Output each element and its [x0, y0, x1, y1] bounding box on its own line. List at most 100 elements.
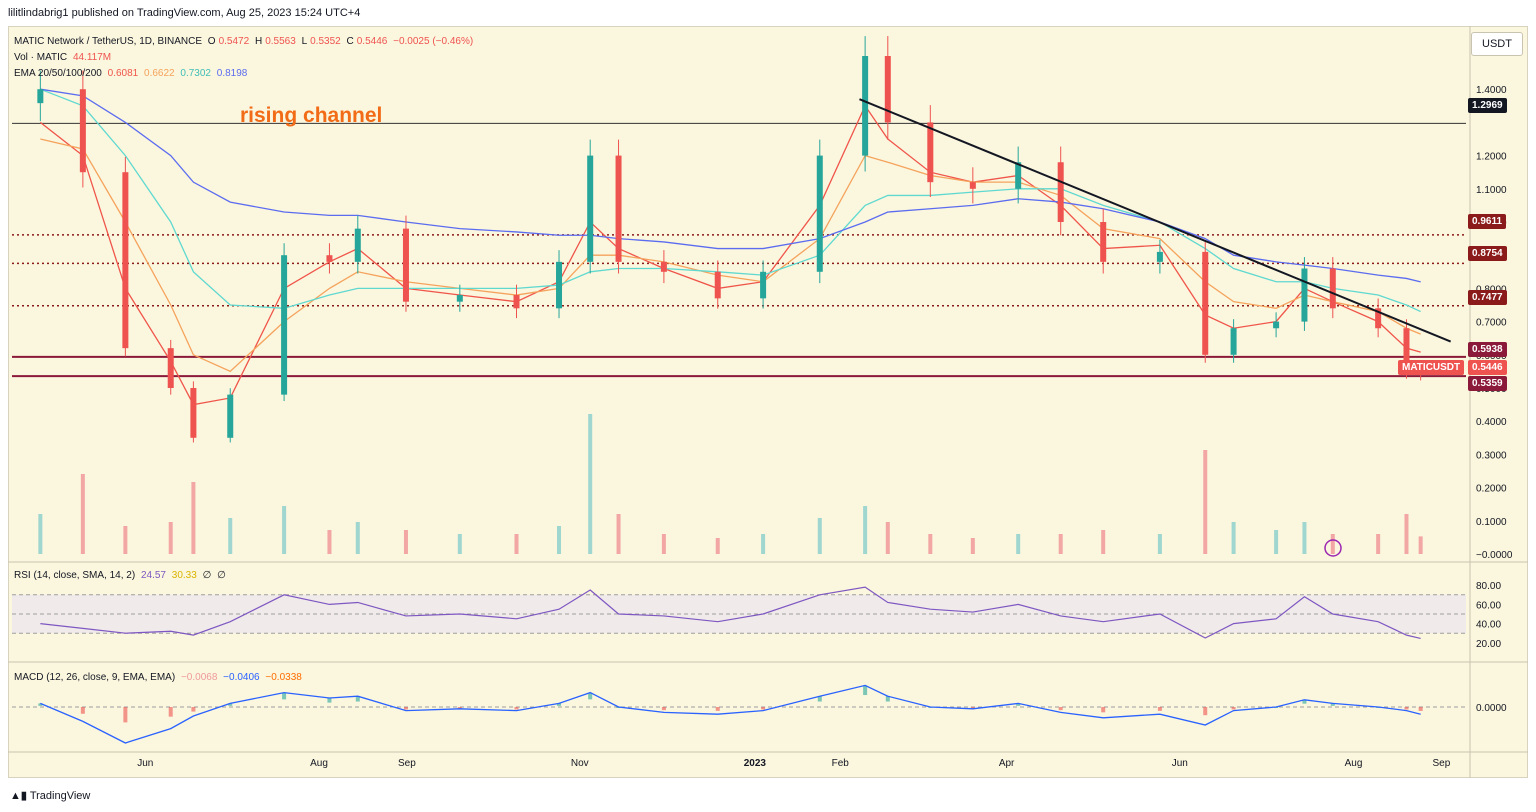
- level-badge-dotted-3: 0.7477: [1468, 290, 1507, 305]
- candle-body: [281, 255, 288, 395]
- macd-histogram-bar: [1330, 703, 1335, 706]
- macd-histogram-bar: [970, 707, 975, 709]
- price-axis-tick: 0.4000: [1476, 417, 1507, 428]
- legend-rsi-label: RSI (14, close, SMA, 14, 2): [14, 570, 136, 581]
- volume-bar: [228, 518, 233, 554]
- volume-bar: [1376, 534, 1381, 554]
- macd-histogram-bar: [38, 703, 43, 706]
- candle-body: [1230, 328, 1237, 355]
- legend-l-label: L: [301, 36, 308, 47]
- candle-body: [326, 255, 333, 262]
- time-axis-label: Jun: [137, 758, 153, 769]
- macd-histogram-bar: [1418, 707, 1423, 711]
- chart-svg[interactable]: 1.40001.20001.10001.00000.90000.80000.70…: [8, 26, 1528, 778]
- legend-vol-label: Vol · MATIC: [14, 52, 68, 63]
- legend-rsi-extra2: ∅: [217, 570, 226, 581]
- rsi-axis-tick: 60.00: [1476, 600, 1501, 611]
- volume-bar: [885, 522, 890, 554]
- macd-histogram-bar: [863, 685, 868, 696]
- macd-histogram-bar: [661, 707, 666, 711]
- price-axis-tick: 0.2000: [1476, 484, 1507, 495]
- candle-body: [122, 172, 129, 349]
- legend-o-label: O: [207, 36, 216, 47]
- volume-bar: [863, 506, 868, 554]
- level-badge-dotted-2: 0.8754: [1468, 246, 1507, 261]
- time-axis-label: Sep: [1432, 758, 1450, 769]
- candle-body: [1403, 328, 1410, 372]
- volume-bar: [80, 474, 85, 554]
- volume-bar: [514, 534, 519, 554]
- legend-low: 0.5352: [310, 36, 341, 47]
- candle-body: [37, 89, 44, 104]
- macd-histogram-bar: [1231, 707, 1236, 710]
- volume-bar: [1330, 534, 1335, 554]
- candle-body: [1375, 308, 1382, 329]
- volume-bar: [1058, 534, 1063, 554]
- rising-channel-annotation: rising channel: [240, 104, 383, 127]
- price-axis-tick: −0.0000: [1476, 550, 1513, 561]
- macd-histogram-bar: [282, 692, 287, 700]
- volume-bar: [403, 530, 408, 554]
- macd-histogram-bar: [1058, 707, 1063, 711]
- macd-histogram-bar: [191, 707, 196, 712]
- candle-body: [862, 56, 869, 156]
- volume-bar: [1274, 530, 1279, 554]
- time-axis-label: Nov: [571, 758, 589, 769]
- candle-body: [79, 89, 86, 173]
- legend-rsi: RSI (14, close, SMA, 14, 2) 24.57 30.33 …: [14, 570, 229, 581]
- candle-body: [167, 348, 174, 388]
- volume-bar: [1404, 514, 1409, 554]
- legend-ema200: 0.8198: [216, 68, 248, 79]
- candle-body: [884, 56, 891, 123]
- macd-histogram-bar: [557, 703, 562, 706]
- candle-body: [816, 155, 823, 272]
- legend-rsi-sma: 30.33: [171, 570, 197, 581]
- volume-bar: [1231, 522, 1236, 554]
- candle-body: [402, 228, 409, 302]
- legend-ema20: 0.6081: [107, 68, 139, 79]
- time-axis-label: Apr: [999, 758, 1015, 769]
- level-badge-support-2: 0.5359: [1468, 376, 1507, 391]
- volume-bar: [168, 522, 173, 554]
- macd-histogram-bar: [168, 707, 173, 717]
- legend-volume: Vol · MATIC 44.117M: [14, 52, 114, 63]
- volume-bar: [327, 530, 332, 554]
- volume-bar: [1157, 534, 1162, 554]
- volume-bar: [715, 538, 720, 554]
- volume-bar: [38, 514, 43, 554]
- price-axis-tick: 0.1000: [1476, 517, 1507, 528]
- price-axis-tick: 1.1000: [1476, 185, 1507, 196]
- macd-histogram-bar: [514, 707, 519, 710]
- macd-histogram-bar: [715, 707, 720, 711]
- volume-bar: [661, 534, 666, 554]
- time-axis-label: 2023: [744, 758, 767, 769]
- candle-body: [1156, 251, 1163, 262]
- currency-button[interactable]: USDT: [1471, 32, 1523, 56]
- rsi-axis-tick: 40.00: [1476, 620, 1501, 631]
- candle-body: [1100, 222, 1107, 262]
- volume-bar: [1302, 522, 1307, 554]
- candle-body: [927, 122, 934, 183]
- level-badge-resistance: 1.2969: [1468, 98, 1507, 113]
- candle-body: [587, 155, 594, 262]
- volume-bar: [355, 522, 360, 554]
- current-price-badge: 0.5446: [1468, 360, 1507, 375]
- price-axis-tick: 1.2000: [1476, 152, 1507, 163]
- macd-histogram-bar: [123, 707, 128, 723]
- macd-histogram-bar: [1404, 707, 1409, 710]
- volume-bar: [557, 526, 562, 554]
- candle-body: [1273, 321, 1280, 329]
- macd-histogram-bar: [1302, 699, 1307, 704]
- macd-histogram-bar: [228, 703, 233, 706]
- legend-change: −0.0025 (−0.46%): [393, 36, 474, 47]
- legend-h-label: H: [254, 36, 263, 47]
- chart-area[interactable]: [8, 26, 1528, 778]
- symbol-tag: MATICUSDT: [1398, 360, 1465, 375]
- time-axis-label: Feb: [832, 758, 850, 769]
- macd-histogram-bar: [1157, 707, 1162, 711]
- legend-macd-label: MACD (12, 26, close, 9, EMA, EMA): [14, 672, 176, 683]
- price-axis-tick: 0.3000: [1476, 450, 1507, 461]
- volume-bar: [1418, 536, 1423, 554]
- volume-bar: [123, 526, 128, 554]
